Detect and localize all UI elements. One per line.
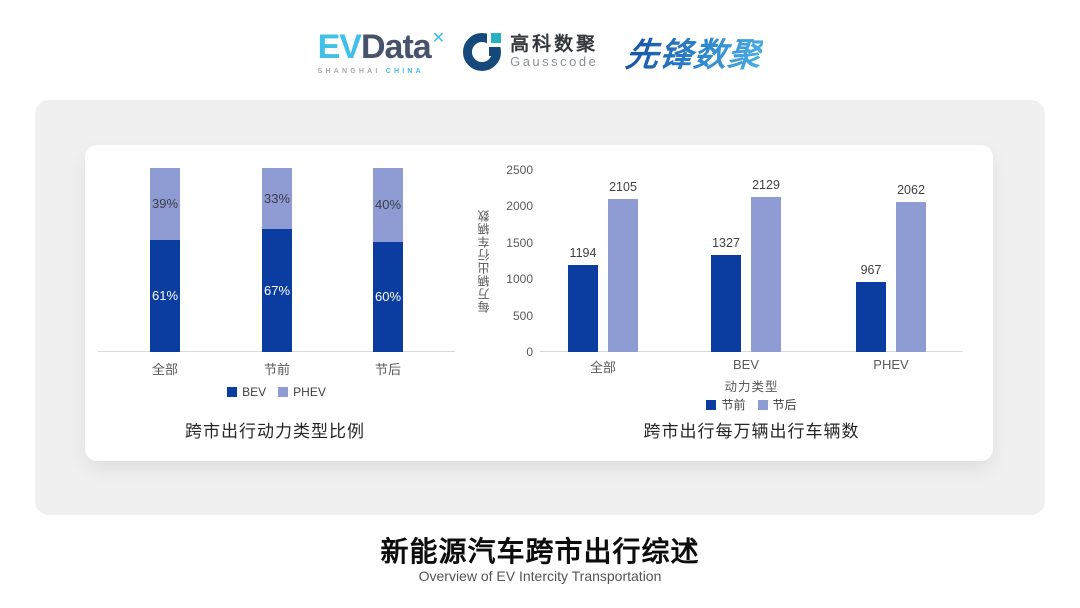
stacked-plot: 39% 61% 全部 33% 67% 节前 40% 60% 节后 bbox=[98, 168, 455, 377]
stacked-legend: BEV PHEV bbox=[108, 385, 445, 399]
evdata-logo-ev: EV bbox=[317, 27, 362, 66]
gausscode-teal-square bbox=[491, 33, 502, 43]
gausscode-g-icon bbox=[463, 31, 504, 71]
grouped-chart-title: 跨市出行每万辆出行车辆数 bbox=[643, 422, 860, 441]
phev-segment: 33% bbox=[262, 168, 292, 229]
legend-item: BEV bbox=[227, 385, 266, 399]
value-label: 1194 bbox=[569, 246, 597, 261]
grouped-y-axis-label: 每万辆出行车辆数 bbox=[477, 209, 491, 313]
evdata-logo-subtitle: SHANGHAI CHINA bbox=[318, 68, 424, 75]
value-label: 1327 bbox=[712, 236, 740, 251]
y-tick-label: 500 bbox=[512, 308, 533, 323]
page-title: 新能源汽车跨市出行综述 bbox=[380, 536, 700, 567]
y-tick-label: 1000 bbox=[506, 272, 533, 287]
gausscode-navy-square bbox=[489, 47, 499, 56]
category-label: 全部 bbox=[589, 360, 616, 375]
value-label: 967 bbox=[860, 262, 882, 277]
bev-segment: 67% bbox=[262, 228, 292, 352]
grouped-bar bbox=[856, 281, 886, 352]
header-logos: EVData✕ SHANGHAI CHINA 高科数聚 Gausscode 先锋… bbox=[0, 20, 1080, 84]
category-label: 全部 bbox=[151, 362, 178, 377]
legend-label: 节前 bbox=[721, 398, 746, 412]
value-label: 2105 bbox=[609, 179, 637, 194]
gausscode-logo: 高科数聚 Gausscode bbox=[463, 31, 598, 71]
grouped-plot: 1194 2105 全部 1327 2129 BEV 967 2062 PHEV bbox=[540, 170, 963, 375]
stacked-chart-title: 跨市出行动力类型比例 bbox=[185, 422, 365, 441]
y-axis-ticks: 0 500 1000 1500 2000 2500 bbox=[491, 163, 533, 359]
gausscode-logo-text: 高科数聚 Gausscode bbox=[510, 34, 598, 71]
y-tick-label: 1500 bbox=[506, 235, 533, 250]
legend-swatch bbox=[227, 387, 238, 397]
category-label: 节前 bbox=[263, 362, 290, 377]
legend-label: PHEV bbox=[293, 385, 326, 399]
pioneer-logo: 先锋数聚 bbox=[624, 28, 765, 76]
legend-item: PHEV bbox=[278, 385, 326, 399]
stacked-bar: 39% 61% bbox=[150, 168, 180, 352]
evdata-logo-wordmark: EVData✕ bbox=[317, 27, 446, 66]
y-tick-label: 2000 bbox=[506, 199, 533, 214]
value-label: 2129 bbox=[752, 178, 780, 193]
charts-panel: 39% 61% 全部 33% 67% 节前 40% 60% 节后 BEV PHEV 跨市出行动力类… bbox=[85, 145, 993, 461]
evdata-logo-data: Data bbox=[360, 27, 432, 66]
gausscode-name-cn: 高科数聚 bbox=[510, 33, 599, 55]
grouped-bar bbox=[711, 255, 741, 352]
gausscode-name-en: Gausscode bbox=[510, 54, 599, 70]
grouped-legend: 节前 节后 bbox=[540, 396, 963, 413]
phev-segment: 39% bbox=[150, 168, 180, 240]
legend-swatch bbox=[706, 399, 717, 410]
y-tick-label: 0 bbox=[526, 345, 533, 359]
bev-segment: 60% bbox=[373, 241, 403, 352]
value-label: 2062 bbox=[897, 182, 925, 197]
legend-label: BEV bbox=[242, 385, 267, 399]
evdata-subtitle-china: CHINA bbox=[385, 67, 424, 75]
evdata-x-icon: ✕ bbox=[431, 29, 445, 47]
evdata-logo: EVData✕ SHANGHAI CHINA bbox=[317, 27, 446, 75]
category-label: PHEV bbox=[873, 357, 909, 372]
legend-item: 节后 bbox=[757, 396, 797, 413]
legend-label: 节后 bbox=[772, 398, 797, 412]
grouped-bar bbox=[896, 201, 926, 352]
grouped-bar bbox=[751, 197, 781, 352]
y-tick-label: 2500 bbox=[506, 163, 533, 177]
category-label: 节后 bbox=[374, 362, 401, 377]
grouped-bar bbox=[608, 198, 638, 352]
bev-segment: 61% bbox=[150, 239, 180, 352]
legend-swatch bbox=[757, 399, 768, 410]
legend-swatch bbox=[278, 387, 289, 397]
page-subtitle: Overview of EV Intercity Transportation bbox=[418, 568, 662, 584]
stacked-bar: 33% 67% bbox=[262, 168, 292, 352]
charts-card: 39% 61% 全部 33% 67% 节前 40% 60% 节后 BEV PHEV 跨市出行动力类… bbox=[35, 100, 1045, 515]
grouped-bar bbox=[568, 265, 598, 352]
grouped-x-axis-label: 动力类型 bbox=[724, 380, 779, 394]
evdata-subtitle-shanghai: SHANGHAI bbox=[317, 67, 381, 75]
phev-segment: 40% bbox=[373, 168, 403, 242]
category-label: BEV bbox=[732, 357, 759, 372]
legend-item: 节前 bbox=[706, 396, 746, 413]
stacked-bar: 40% 60% bbox=[373, 168, 403, 352]
